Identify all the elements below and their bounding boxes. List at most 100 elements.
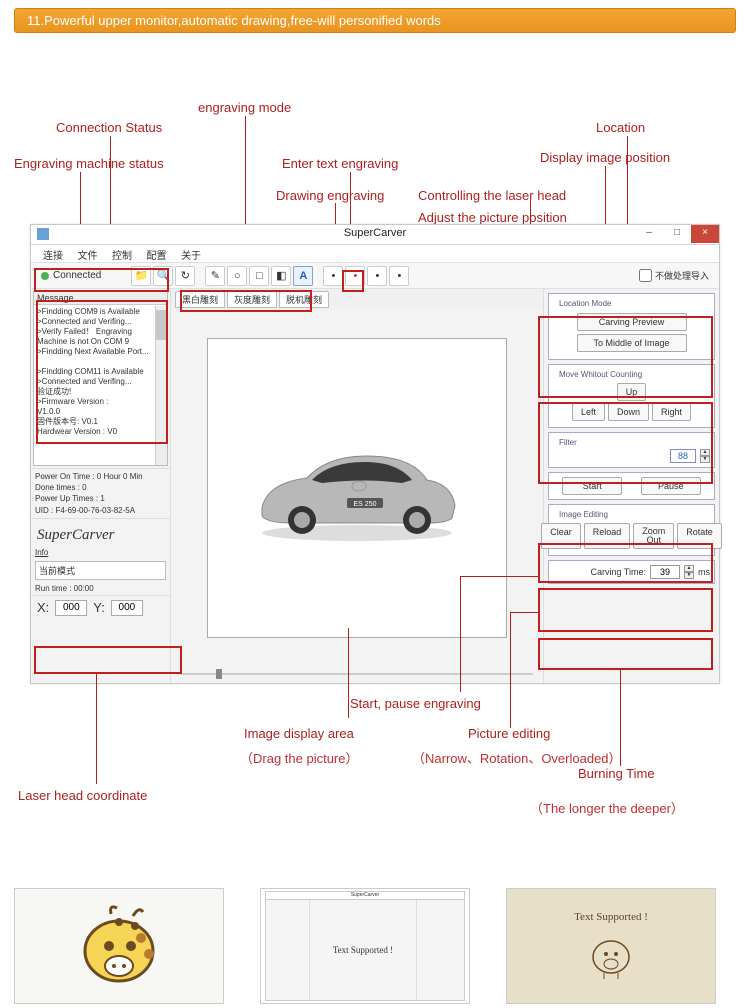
window-titlebar: SuperCarver – □ × xyxy=(31,225,719,245)
carving-preview-button[interactable]: Carving Preview xyxy=(577,313,687,331)
right-button[interactable]: Right xyxy=(652,403,691,421)
feature-banner: 11.Powerful upper monitor,automatic draw… xyxy=(14,8,736,33)
message-text: >Findding COM9 is Available >Connected a… xyxy=(34,305,167,439)
minimize-button[interactable]: – xyxy=(635,225,663,243)
toolbar: 📁 🔍 ↻ ✎ ○ □ ◧ A • • • • xyxy=(131,266,409,286)
uid: UID : F4-69-00-76-03-82-5A xyxy=(35,505,166,516)
close-button[interactable]: × xyxy=(691,225,719,243)
y-coord-input[interactable] xyxy=(111,600,143,616)
dot3-icon[interactable]: • xyxy=(367,266,387,286)
filter-input[interactable] xyxy=(670,449,696,463)
menu-config[interactable]: 配置 xyxy=(141,245,173,264)
x-coord-input[interactable] xyxy=(55,600,87,616)
zoom-out-button[interactable]: Zoom Out xyxy=(633,523,674,549)
anno-display-image-pos: Display image position xyxy=(540,150,670,165)
menu-about[interactable]: 关于 xyxy=(175,245,207,264)
power-on-time: Power On Time : 0 Hour 0 Min xyxy=(35,471,166,482)
location-mode-title: Location Mode xyxy=(557,299,613,308)
carving-time-spinner[interactable]: ▲▼ xyxy=(684,565,694,579)
toolbar-row: Connected 📁 🔍 ↻ ✎ ○ □ ◧ A • • • • 不做处理导入 xyxy=(31,263,719,289)
power-up-times: Power Up Times : 1 xyxy=(35,493,166,504)
carving-time-input[interactable] xyxy=(650,565,680,579)
zoom-icon[interactable]: 🔍 xyxy=(153,266,173,286)
message-scrollbar[interactable] xyxy=(155,306,167,465)
anno-image-area: Image display area xyxy=(244,726,354,741)
anno-line xyxy=(460,576,461,692)
x-label: X: xyxy=(37,600,49,615)
down-button[interactable]: Down xyxy=(608,403,649,421)
stats-block: Power On Time : 0 Hour 0 Min Done times … xyxy=(31,468,170,519)
to-middle-button[interactable]: To Middle of Image xyxy=(577,334,687,352)
anno-drawing-engraving: Drawing engraving xyxy=(276,188,384,203)
menu-control[interactable]: 控制 xyxy=(106,245,138,264)
dot4-icon[interactable]: • xyxy=(389,266,409,286)
text-tool-icon[interactable]: A xyxy=(293,266,313,286)
anno-start-pause: Start, pause engraving xyxy=(350,696,481,711)
no-process-import-checkbox[interactable]: 不做处理导入 xyxy=(639,269,709,282)
message-box: Message >Findding COM9 is Available >Con… xyxy=(33,291,168,466)
pencil-icon[interactable]: ✎ xyxy=(205,266,225,286)
tab-offline[interactable]: 脱机雕刻 xyxy=(279,291,329,308)
filter-title: Filter xyxy=(557,438,579,447)
clear-button[interactable]: Clear xyxy=(541,523,581,549)
anno-picture-editing: Picture editing xyxy=(468,726,550,741)
filter-spinner[interactable]: ▲▼ xyxy=(700,449,710,463)
filter-group: Filter ▲▼ xyxy=(548,432,715,468)
zoom-slider[interactable] xyxy=(171,665,543,683)
canvas-area[interactable]: ES 250 xyxy=(171,310,543,665)
anno-burning-time: Burning Time xyxy=(578,766,655,781)
reload-button[interactable]: Reload xyxy=(584,523,631,549)
tab-gray[interactable]: 灰度雕刻 xyxy=(227,291,277,308)
location-mode-group: Location Mode Carving Preview To Middle … xyxy=(548,293,715,360)
window-title: SuperCarver xyxy=(31,227,719,239)
anno-engraving-mode: engraving mode xyxy=(198,100,291,115)
shapes-icon[interactable]: ◧ xyxy=(271,266,291,286)
move-title: Move Whitout Counting xyxy=(557,370,644,379)
refresh-icon[interactable]: ↻ xyxy=(175,266,195,286)
right-panel: Location Mode Carving Preview To Middle … xyxy=(544,289,719,683)
anno-laser-coord: Laser head coordinate xyxy=(18,788,147,803)
folder-icon[interactable]: 📁 xyxy=(131,266,151,286)
anno-line xyxy=(510,612,511,728)
up-button[interactable]: Up xyxy=(617,383,647,401)
start-button[interactable]: Start xyxy=(562,477,622,495)
anno-burning-sub: （The longer the deeper） xyxy=(530,798,684,817)
anno-line xyxy=(460,576,538,577)
anno-line xyxy=(96,674,97,784)
engrave-tabs: 黑白雕刻 灰度雕刻 脱机雕刻 xyxy=(171,289,543,310)
menu-connect[interactable]: 连接 xyxy=(37,245,69,264)
dot1-icon[interactable]: • xyxy=(323,266,343,286)
engraved-text: Text Supported ! xyxy=(574,911,648,923)
image-editing-title: Image Editing xyxy=(557,510,610,519)
dot2-icon[interactable]: • xyxy=(345,266,365,286)
coord-row: X: Y: xyxy=(31,595,170,620)
anno-controlling-laser: Controlling the laser head xyxy=(418,188,566,203)
current-mode: 当前模式 xyxy=(35,561,166,580)
tab-bw[interactable]: 黑白雕刻 xyxy=(175,291,225,308)
thumbnail-row: SuperCarver Text Supported ! Text Suppor… xyxy=(14,888,716,1004)
thumb-app: SuperCarver Text Supported ! xyxy=(260,888,470,1004)
anno-enter-text: Enter text engraving xyxy=(282,156,398,171)
circle-icon[interactable]: ○ xyxy=(227,266,247,286)
square-icon[interactable]: □ xyxy=(249,266,269,286)
menu-file[interactable]: 文件 xyxy=(72,245,104,264)
giraffe-icon xyxy=(59,896,179,996)
carving-time-label: Carving Time: xyxy=(590,567,646,577)
anno-line xyxy=(510,612,538,613)
maximize-button[interactable]: □ xyxy=(663,225,691,243)
anno-engraving-machine-status: Engraving machine status xyxy=(14,156,164,171)
pause-button[interactable]: Pause xyxy=(641,477,701,495)
move-group: Move Whitout Counting Up Left Down Right xyxy=(548,364,715,428)
anno-image-area-sub: （Drag the picture） xyxy=(240,748,359,767)
anno-picture-editing-sub: （Narrow、Rotation、Overloaded） xyxy=(412,748,622,767)
thumb-engraved: Text Supported ! xyxy=(506,888,716,1004)
connection-dot-icon xyxy=(41,272,49,280)
connection-status-text: Connected xyxy=(53,270,101,281)
brand-label: SuperCarver xyxy=(31,519,170,546)
rotate-button[interactable]: Rotate xyxy=(677,523,722,549)
left-button[interactable]: Left xyxy=(572,403,605,421)
app-window: SuperCarver – □ × 连接 文件 控制 配置 关于 Connect… xyxy=(30,224,720,684)
y-label: Y: xyxy=(93,600,105,615)
image-canvas[interactable]: ES 250 xyxy=(207,338,507,638)
anno-adjust-picture: Adjust the picture position xyxy=(418,210,567,225)
